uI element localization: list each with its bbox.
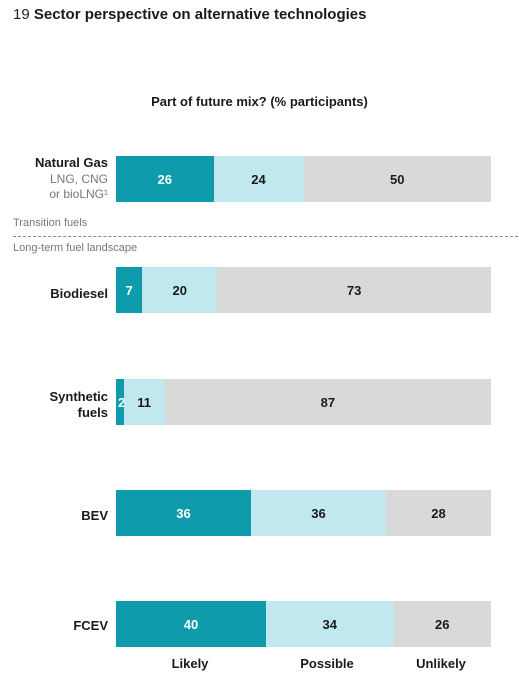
data-label-synthetic-fuels-likely: 2 [116, 392, 128, 412]
bar-synthetic-fuels-unlikely: 87 [164, 379, 491, 425]
bar-fcev-unlikely: 26 [393, 601, 491, 647]
figure-number: 19 [13, 6, 30, 23]
category-label-fuels: fuels [77, 405, 108, 420]
bar-row-synthetic-fuels: 2 11 87 [116, 379, 491, 425]
bar-synthetic-fuels-possible: 11 [123, 379, 165, 425]
bar-row-natural-gas: 26 24 50 [116, 156, 491, 202]
figure-title-text: Sector perspective on alternative techno… [33, 6, 367, 23]
bar-bev-unlikely: 28 [386, 490, 491, 536]
chart-subtitle: Part of future mix? (% participants) [151, 94, 368, 109]
bar-biodiesel-possible: 20 [142, 267, 218, 313]
data-label-biodiesel-possible: 20 [172, 282, 187, 298]
bar-natural-gas-possible: 24 [213, 156, 304, 202]
bar-natural-gas-likely: 26 [116, 156, 214, 202]
bar-fcev-likely: 40 [116, 601, 266, 647]
bar-bev-likely: 36 [116, 490, 251, 536]
bar-row-bev: 36 36 28 [116, 490, 491, 536]
bar-natural-gas-unlikely: 50 [303, 156, 491, 202]
group-label-longterm: Long-term fuel landscape [13, 242, 138, 254]
bar-row-fcev: 40 34 26 [116, 601, 491, 647]
data-label-synthetic-fuels-possible: 11 [137, 394, 151, 410]
figure-title: 19 Sector perspective on alternative tec… [13, 6, 366, 23]
bar-fcev-possible: 34 [266, 601, 394, 647]
data-label-biodiesel-likely: 7 [125, 282, 133, 298]
bar-row-biodiesel: 7 20 73 [116, 267, 491, 313]
group-divider [13, 236, 518, 237]
data-label-fcev-possible: 34 [322, 616, 337, 632]
category-sublabel-biolng: or bioLNG¹ [49, 187, 108, 201]
category-label-bev: BEV [81, 508, 108, 523]
legend-unlikely: Unlikely [416, 656, 466, 671]
bar-biodiesel-likely: 7 [116, 267, 143, 313]
data-label-natural-gas-unlikely: 50 [390, 171, 405, 187]
data-label-fcev-unlikely: 26 [435, 616, 450, 632]
category-label-biodiesel: Biodiesel [50, 286, 108, 301]
data-label-natural-gas-likely: 26 [157, 171, 172, 187]
data-label-synthetic-fuels-unlikely: 87 [320, 394, 336, 410]
data-label-natural-gas-possible: 24 [251, 171, 266, 187]
bar-bev-possible: 36 [251, 490, 386, 536]
category-label-natural-gas: Natural Gas [35, 155, 108, 170]
group-label-transition: Transition fuels [13, 217, 88, 229]
legend-possible: Possible [300, 656, 354, 671]
data-label-bev-likely: 36 [176, 505, 191, 521]
data-label-fcev-likely: 40 [183, 616, 199, 632]
bar-synthetic-fuels-likely: 2 [116, 379, 128, 425]
bar-biodiesel-unlikely: 73 [217, 267, 491, 313]
data-label-bev-unlikely: 28 [431, 505, 446, 521]
category-sublabel-lng-cng: LNG, CNG [49, 172, 108, 186]
category-label-fcev: FCEV [73, 618, 108, 633]
data-label-biodiesel-unlikely: 73 [346, 282, 362, 298]
data-label-bev-possible: 36 [311, 505, 326, 521]
category-label-synthetic: Synthetic [49, 389, 108, 404]
legend-likely: Likely [171, 656, 209, 671]
